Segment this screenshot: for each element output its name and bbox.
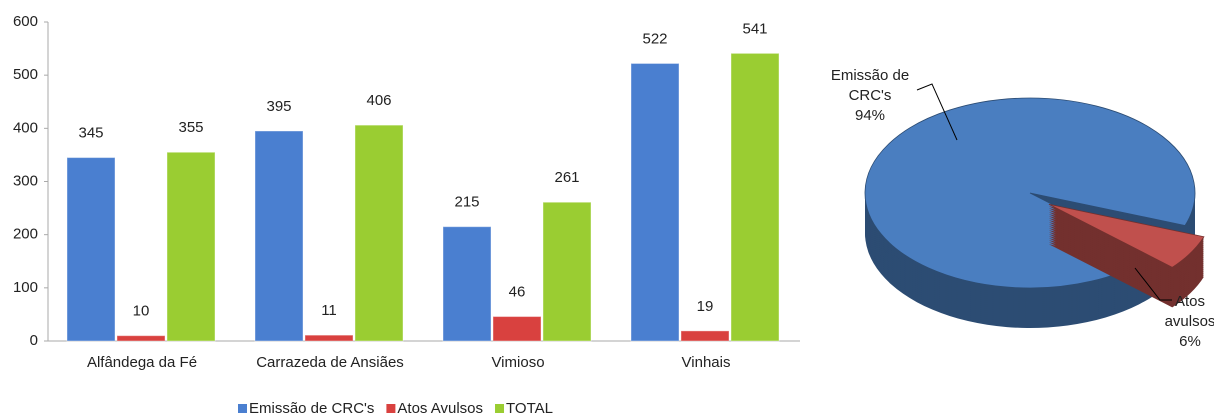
y-tick-label: 200 (13, 226, 38, 243)
pie-category: Emissão de CRC's (830, 67, 910, 104)
data-label: 541 (742, 20, 767, 37)
data-label: 11 (321, 302, 337, 319)
bar (680, 330, 730, 342)
bar (166, 151, 216, 342)
bar (254, 130, 304, 342)
legend-swatch (238, 404, 247, 413)
leader-line (916, 83, 958, 141)
y-tick-label: 500 (13, 66, 38, 83)
legend-label: Atos Avulsos (397, 400, 483, 417)
y-tick-label: 300 (13, 172, 38, 189)
data-label: 522 (642, 30, 667, 47)
bar (66, 157, 116, 342)
data-label: 10 (133, 303, 150, 320)
pie-value-label: 6% (1179, 333, 1201, 350)
data-label: 355 (178, 119, 203, 136)
legend-swatch (495, 404, 505, 413)
y-tick-label: 400 (13, 119, 38, 136)
legend-swatch (386, 404, 396, 413)
leader-line (1134, 267, 1172, 301)
pie-label: Atos avulsos 6% (1160, 292, 1214, 352)
x-tick-label: Vimioso (491, 354, 544, 371)
data-label: 46 (509, 284, 526, 301)
bar (730, 52, 780, 342)
data-label: 406 (366, 92, 391, 109)
y-tick-label: 600 (13, 13, 38, 30)
legend-label: TOTAL (506, 400, 553, 417)
y-tick-label: 0 (30, 332, 38, 349)
bar (492, 316, 542, 342)
bar (442, 226, 492, 342)
x-tick-label: Carrazeda de Ansiães (256, 354, 404, 371)
x-tick-label: Alfândega da Fé (87, 354, 197, 371)
y-tick-label: 100 (13, 279, 38, 296)
x-tick-label: Vinhais (682, 354, 731, 371)
data-label: 215 (454, 194, 479, 211)
data-label: 395 (266, 98, 291, 115)
data-label: 345 (78, 125, 103, 142)
pie-slice (1048, 203, 1205, 268)
bar (542, 201, 592, 342)
bar (116, 335, 166, 342)
legend-label: Emissão de CRC's (249, 400, 374, 417)
pie-category: Atos avulsos (1164, 293, 1214, 330)
bar (354, 124, 404, 342)
data-label: 19 (697, 298, 714, 315)
pie-value-label: 94% (854, 107, 886, 124)
data-label: 261 (554, 169, 579, 186)
bar (630, 62, 680, 342)
bar (304, 334, 354, 342)
pie-label: Emissão de CRC's 94% (826, 66, 914, 126)
